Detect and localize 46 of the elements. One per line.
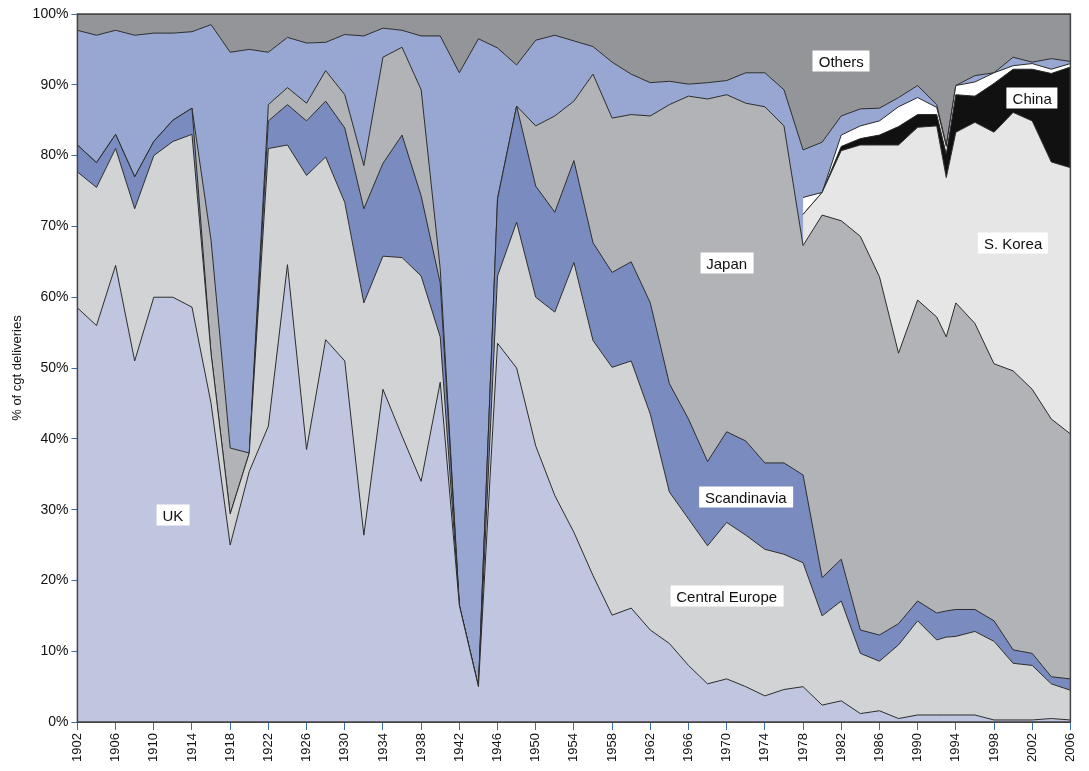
x-tick-label: 1918: [221, 733, 237, 762]
x-tick-label: 1954: [565, 733, 581, 762]
y-tick-label: 20%: [40, 571, 69, 588]
x-tick-label: 1938: [412, 733, 428, 762]
x-tick-label: 1966: [680, 733, 696, 762]
x-tick-label: 2006: [1061, 733, 1077, 762]
x-tick-label: 1958: [603, 733, 619, 762]
x-tick-label: 1934: [374, 733, 390, 762]
y-tick-label: 30%: [40, 500, 69, 517]
x-tick-label: 1974: [756, 733, 772, 762]
series-label: UK: [156, 504, 190, 526]
y-tick-label: 0%: [48, 712, 69, 729]
x-tick-label: 1914: [183, 733, 199, 762]
x-tick-label: 1982: [832, 733, 848, 762]
y-tick-label: 100%: [32, 4, 69, 21]
y-tick-label: 10%: [40, 642, 69, 659]
series-label: Central Europe: [670, 585, 784, 607]
y-tick-label: 70%: [40, 217, 69, 234]
series-label: Others: [812, 50, 870, 72]
y-tick-label: 80%: [40, 146, 69, 163]
series-label: Japan: [700, 252, 754, 274]
x-tick-label: 1942: [450, 733, 466, 762]
x-tick-label: 1922: [259, 733, 275, 762]
y-tick-label: 40%: [40, 429, 69, 446]
x-tick-label: 1906: [107, 733, 123, 762]
x-tick-label: 1946: [489, 733, 505, 762]
series-label: Scandinavia: [698, 486, 793, 508]
x-tick-label: 1990: [909, 733, 925, 762]
x-tick-label: 1994: [947, 733, 963, 762]
x-tick-label: 2002: [1023, 733, 1039, 762]
series-label: S. Korea: [977, 232, 1049, 254]
x-tick-label: 1902: [68, 733, 84, 762]
y-tick-label: 50%: [40, 358, 69, 375]
x-tick-label: 1930: [336, 733, 352, 762]
x-tick-label: 1970: [718, 733, 734, 762]
y-axis-title: % of cgt deliveries: [9, 314, 25, 421]
x-tick-label: 1986: [871, 733, 887, 762]
y-tick-label: 90%: [40, 75, 69, 92]
y-tick-label: 60%: [40, 288, 69, 305]
x-tick-label: 1978: [794, 733, 810, 762]
x-tick-label: 1962: [641, 733, 657, 762]
series-label: China: [1006, 87, 1058, 109]
x-tick-label: 1926: [298, 733, 314, 762]
x-tick-label: 1950: [527, 733, 543, 762]
x-tick-label: 1910: [145, 733, 161, 762]
x-tick-label: 1998: [985, 733, 1001, 762]
